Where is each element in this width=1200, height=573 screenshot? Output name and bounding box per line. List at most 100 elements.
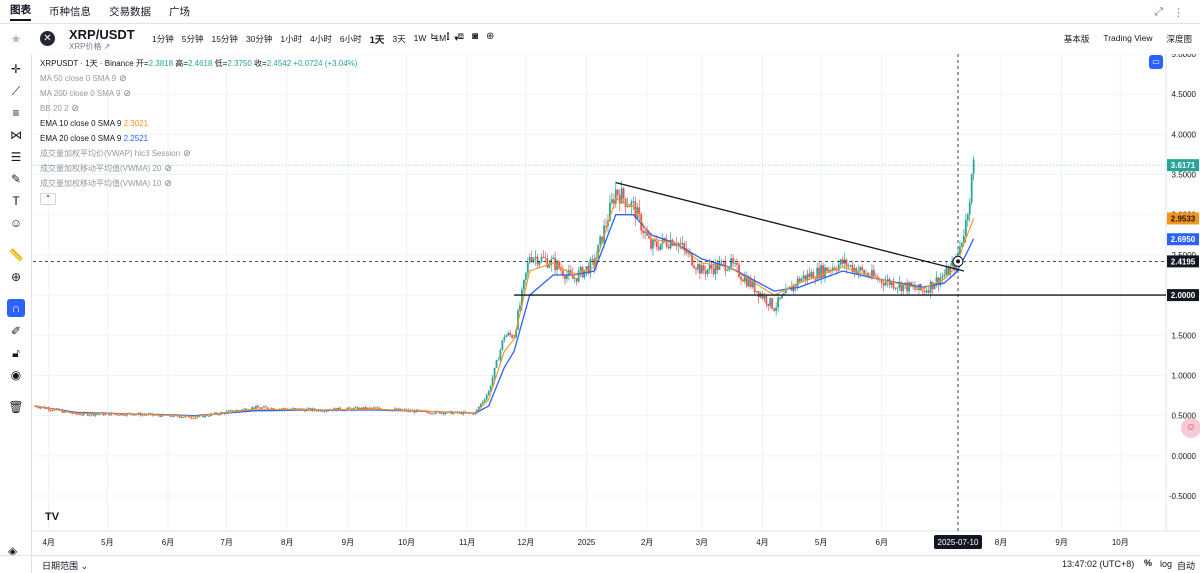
candle-body (296, 408, 298, 410)
high-label: 高= (175, 59, 188, 68)
price-chart[interactable]: 5.00004.50004.00003.50003.00002.50002.00… (33, 54, 1200, 555)
symbol-name[interactable]: XRP/USDT (69, 27, 135, 42)
horizontal-lines-icon[interactable]: ≡ (12, 106, 20, 120)
tab-trading-data[interactable]: 交易数据 (109, 6, 151, 18)
tab-square[interactable]: 广场 (169, 6, 190, 18)
tradingview-button[interactable]: Trading View (1103, 33, 1153, 43)
interval-30m[interactable]: 30分钟 (245, 34, 273, 44)
ruler-icon[interactable]: 📏 (8, 248, 24, 262)
depth-chart-button[interactable]: 深度图 (1166, 34, 1192, 44)
trash-icon[interactable]: 🗑︎ (8, 400, 24, 414)
lock-icon[interactable]: 🔓︎ (12, 346, 20, 360)
trendline-icon[interactable]: ⟋ (11, 84, 21, 98)
indicator-ema20[interactable]: EMA 20 close 0 SMA 9 2.2521 (40, 131, 357, 146)
candle-type-icon[interactable]: ⫾ (446, 31, 450, 42)
candle-body (231, 410, 234, 412)
basic-view-button[interactable]: 基本版 (1063, 34, 1090, 44)
interval-3d[interactable]: 3天 (392, 34, 406, 44)
price-tick-label: 4.5000 (1172, 90, 1197, 99)
stay-drawing-icon[interactable]: ✐ (10, 324, 22, 338)
candle-body (235, 410, 238, 412)
candle-body (552, 257, 555, 259)
hidden-eye-icon[interactable]: ⊘ (164, 178, 172, 188)
price-tick-label: 1.5000 (1172, 331, 1197, 340)
screenshot-icon[interactable]: ◙ (471, 31, 479, 42)
time-tick-label: 4月 (42, 538, 54, 547)
visibility-icon[interactable]: ◉ (10, 368, 22, 382)
indicator-icon[interactable]: ⊾ (430, 31, 439, 42)
candle-body (650, 238, 652, 249)
candle-body (620, 188, 623, 204)
favorite-star-icon[interactable]: ★ (10, 32, 22, 46)
candle-body (806, 273, 809, 280)
candle-body (507, 332, 510, 336)
interval-1mo[interactable]: 1M (434, 33, 447, 43)
interval-1h[interactable]: 1小时 (280, 34, 303, 44)
log-toggle[interactable]: log (1160, 559, 1173, 569)
hidden-eye-icon[interactable]: ⊘ (164, 163, 172, 173)
indicator-vwma10[interactable]: 成交量加权移动平均值(VWMA) 10 ⊘ (40, 176, 357, 191)
indicator-ema10[interactable]: EMA 10 close 0 SMA 9 2.3021 (40, 116, 357, 131)
settings-quick-button[interactable]: ▭ (1149, 55, 1163, 69)
interval-6h[interactable]: 6小时 (339, 34, 362, 44)
clock-readout[interactable]: 13:47:02 (UTC+8) (1062, 559, 1135, 569)
candle-body (628, 206, 631, 207)
drawing-toolbar: ✛ ⟋ ≡ ⋈ ☰ ✎ T ☺ 📏 ⊕ ∩ ✐ 🔓︎ ◉ 🗑︎ (0, 54, 32, 573)
candle-body (88, 414, 91, 416)
interval-dropdown[interactable]: ▾ (454, 33, 459, 43)
expand-icon[interactable]: ⤢ (1154, 6, 1163, 18)
interval-5m[interactable]: 5分钟 (181, 34, 204, 44)
magnet-icon[interactable]: ∩ (7, 299, 25, 317)
auto-toggle[interactable]: 自动 (1177, 561, 1196, 571)
percent-toggle[interactable]: % (1144, 558, 1153, 568)
candle-body (374, 407, 377, 409)
candle-body (227, 410, 230, 412)
interval-1m[interactable]: 1分钟 (152, 34, 174, 44)
indicator-ma200[interactable]: MA 200 close 0 SMA 9 ⊘ (40, 86, 357, 101)
interval-1w[interactable]: 1W (413, 33, 427, 43)
hidden-eye-icon[interactable]: ⊘ (123, 88, 132, 98)
interval-15m[interactable]: 15分钟 (211, 34, 238, 44)
hidden-eye-icon[interactable]: ⊘ (183, 148, 191, 158)
time-tick-label: 8月 (281, 538, 293, 547)
brush-icon[interactable]: ✎ (10, 172, 22, 186)
emoji-icon[interactable]: ☺ (9, 216, 23, 230)
add-icon[interactable]: ⊕ (486, 31, 495, 42)
pattern-icon[interactable]: ⋈ (10, 128, 22, 142)
candle-body (929, 281, 932, 293)
zoom-icon[interactable]: ⊕ (10, 270, 22, 284)
collapse-legend-button[interactable]: ⌃ (40, 193, 56, 205)
layers-icon[interactable]: ◈ (8, 544, 18, 558)
interval-1d[interactable]: 1天 (369, 35, 385, 46)
candle-body (741, 279, 744, 282)
ema10-value: 2.3021 (123, 119, 149, 128)
ohlc-row: XRPUSDT · 1天 · Binance 开=2.3818 高=2.4618… (40, 56, 357, 71)
replay-icon[interactable]: ⧈ (457, 31, 464, 42)
hidden-eye-icon[interactable]: ⊘ (71, 103, 80, 113)
candle-body (260, 407, 263, 409)
tab-coin-info[interactable]: 币种信息 (49, 6, 91, 18)
candle-body (47, 408, 50, 411)
candle-body (695, 268, 697, 270)
candle-body (769, 298, 772, 307)
indicator-bb[interactable]: BB 20 2 ⊘ (40, 101, 357, 116)
candle-body (622, 188, 625, 199)
candle-body (341, 410, 343, 412)
floating-assistant-icon[interactable]: ☺ (1181, 418, 1200, 438)
indicator-ma50[interactable]: MA 50 close 0 SMA 9 ⊘ (40, 71, 357, 86)
fib-icon[interactable]: ☰ (10, 150, 22, 164)
more-icon[interactable]: ⋮ (1173, 7, 1184, 19)
interval-4h[interactable]: 4小时 (310, 34, 332, 44)
crosshair-icon[interactable]: ✛ (10, 62, 22, 76)
indicator-vwap[interactable]: 成交量加权平均价(VWAP) hlc3 Session ⊘ (40, 146, 357, 161)
candle-body (601, 236, 603, 243)
indicator-vwma20[interactable]: 成交量加权移动平均值(VWMA) 20 ⊘ (40, 161, 357, 176)
text-icon[interactable]: T (12, 194, 20, 208)
symbol-subtitle[interactable]: XRP价格 ↗ (69, 42, 111, 51)
candle-body (528, 257, 531, 263)
hidden-eye-icon[interactable]: ⊘ (119, 73, 127, 83)
tab-chart[interactable]: 图表 (10, 2, 31, 21)
candle-body (777, 297, 779, 308)
candle-body (61, 410, 64, 413)
date-range-button[interactable]: 日期范围 ⌄ (42, 561, 89, 571)
